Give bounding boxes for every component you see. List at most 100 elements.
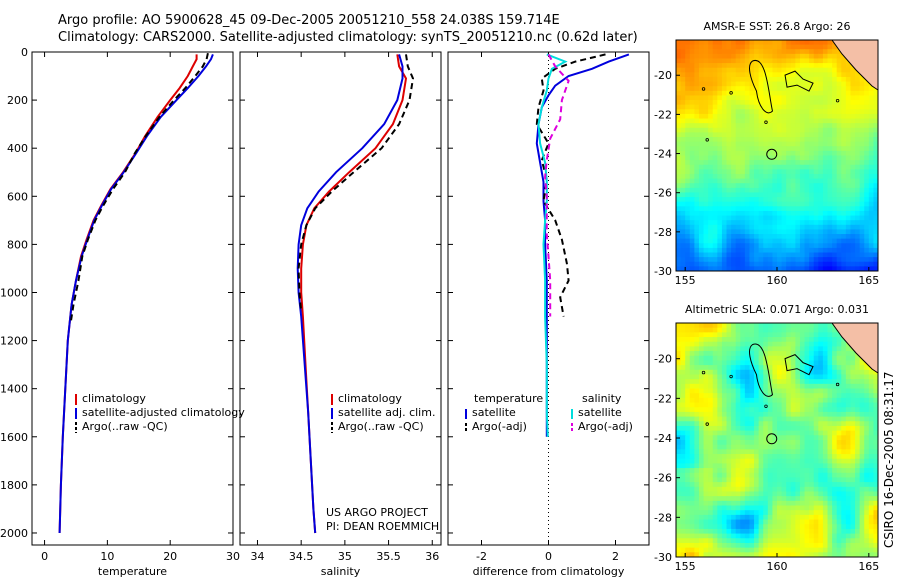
- sla_map-cell: [735, 374, 741, 380]
- sla_map-cell: [740, 351, 746, 357]
- sst_map-cell: [809, 257, 815, 263]
- sla_map-cell: [850, 355, 856, 362]
- sla_map-cell: [841, 397, 847, 404]
- sla_map-cell: [795, 430, 801, 436]
- sla_map-cell: [717, 360, 723, 366]
- sla_map-cell: [758, 360, 764, 366]
- sst_map-cell: [749, 210, 755, 217]
- sla_map-cell: [781, 374, 787, 380]
- sla_map-cell: [836, 449, 842, 455]
- sla_map-cell: [703, 341, 709, 347]
- sla_map-cell: [735, 360, 741, 366]
- sla_map-cell: [708, 552, 714, 557]
- sla_map-cell: [813, 477, 819, 483]
- sst_map-cell: [841, 234, 847, 240]
- sst_map-cell: [781, 141, 787, 147]
- sla_map-cell: [763, 528, 769, 535]
- sst_map-cell: [689, 192, 695, 198]
- sst_map-cell: [731, 160, 737, 166]
- sst_map-cell: [689, 53, 695, 60]
- sst_map-cell: [790, 137, 796, 143]
- sst_map-cell: [731, 132, 737, 138]
- sla_map-cell: [726, 388, 732, 394]
- sst_map-cell: [859, 81, 865, 87]
- sla_map-cell: [685, 463, 691, 469]
- sst_map-cell: [841, 58, 847, 64]
- sst_map-cell: [708, 238, 714, 244]
- sst_map-cell: [680, 215, 686, 221]
- sst_map-cell: [804, 58, 810, 64]
- sst_map-cell: [717, 109, 723, 115]
- sla_map-cell: [864, 524, 870, 530]
- sst_map-cell: [758, 266, 764, 271]
- sla_map-cell: [676, 533, 682, 539]
- sla_map-cell: [754, 510, 760, 516]
- sst_map-cell: [799, 160, 806, 166]
- sla_map-cell: [689, 369, 695, 376]
- sst_map-cell: [740, 238, 746, 244]
- sst_map-cell: [790, 201, 796, 207]
- sla_map-cell: [735, 444, 741, 450]
- sst_map-cell: [712, 53, 718, 60]
- sla_map-cell: [680, 407, 686, 413]
- sla_map-cell: [790, 323, 796, 329]
- sla_map-cell: [735, 337, 741, 343]
- sla_map-cell: [740, 369, 746, 376]
- sla_map-cell: [758, 365, 764, 371]
- sla_map-cell: [731, 327, 737, 333]
- sst_map-cell: [786, 155, 792, 161]
- sst_map-cell: [859, 201, 865, 207]
- sla_map-cell: [873, 454, 878, 460]
- sla_map-ytick-label: -20: [654, 353, 672, 366]
- sst_map-cell: [703, 100, 709, 106]
- sst_map-cell: [712, 109, 718, 115]
- sla_map-cell: [740, 355, 746, 362]
- sla_map-cell: [855, 397, 861, 404]
- sst_map-cell: [818, 197, 824, 203]
- sst_map-cell: [767, 44, 774, 50]
- sst_map-cell: [859, 169, 865, 175]
- sla_map-contour: [784, 354, 814, 376]
- sst_map-cell: [795, 141, 801, 147]
- sla_map-cell: [836, 538, 842, 544]
- sst_map-cell: [818, 58, 824, 64]
- sla_map-cell: [731, 374, 737, 380]
- sla_map-cell: [836, 519, 842, 525]
- sst_map-cell: [735, 229, 741, 235]
- sst_map-cell: [772, 104, 778, 110]
- sla_map-cell: [809, 337, 815, 343]
- sst_map-cell: [790, 224, 796, 231]
- sst_map-cell: [841, 132, 847, 138]
- sla_map-cell: [744, 524, 751, 530]
- sla_map-cell: [721, 444, 728, 450]
- sla_map-cell: [818, 425, 824, 432]
- sst_map-cell: [685, 173, 691, 180]
- sst_map-cell: [836, 210, 842, 217]
- sla_map-cell: [689, 397, 695, 404]
- sst_map-cell: [841, 90, 847, 97]
- sst_map-cell: [763, 76, 769, 83]
- sla_map-cell: [754, 472, 760, 479]
- sst_map-cell: [855, 146, 861, 152]
- sla_map-cell: [873, 510, 878, 516]
- sst_map-cell: [822, 160, 829, 166]
- sst_map-cell: [731, 141, 737, 147]
- sst_map-cell: [850, 76, 856, 83]
- sla_map-cell: [772, 365, 778, 371]
- sla_map-cell: [813, 552, 819, 557]
- sla_map-cell: [827, 397, 833, 404]
- sla_map-cell: [708, 416, 714, 422]
- sst_map-cell: [726, 109, 732, 115]
- sla_map-cell: [873, 519, 878, 525]
- sst_map-cell: [708, 243, 714, 249]
- sla_map-cell: [777, 519, 783, 525]
- sst_map-cell: [676, 224, 682, 231]
- sla_map-cell: [827, 416, 833, 422]
- sst_map-cell: [708, 224, 714, 231]
- sla_map-cell: [703, 500, 709, 507]
- sst_map-cell: [850, 100, 856, 106]
- sst_map-cell: [767, 183, 774, 189]
- sst_map-cell: [822, 44, 829, 50]
- sla_map-cell: [758, 468, 764, 474]
- sst_map-cell: [767, 72, 774, 78]
